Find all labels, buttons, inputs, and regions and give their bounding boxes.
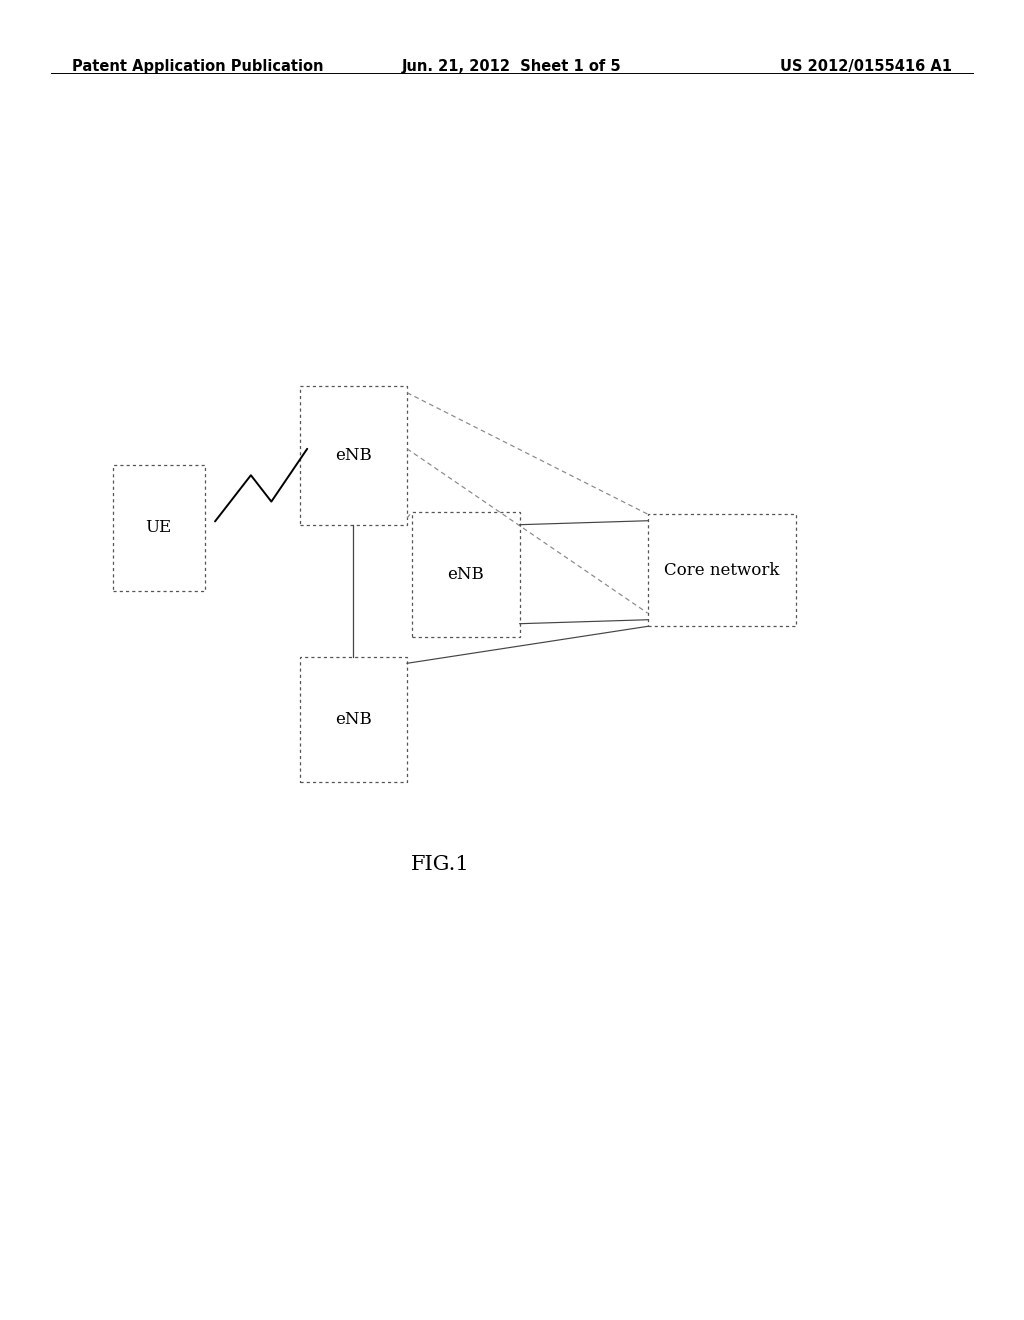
- Text: FIG.1: FIG.1: [411, 855, 470, 874]
- Text: eNB: eNB: [335, 711, 372, 727]
- Text: Patent Application Publication: Patent Application Publication: [72, 59, 324, 74]
- Text: Core network: Core network: [665, 562, 779, 578]
- Text: eNB: eNB: [335, 447, 372, 463]
- Bar: [299, 385, 407, 524]
- Bar: [113, 466, 205, 591]
- Text: Jun. 21, 2012  Sheet 1 of 5: Jun. 21, 2012 Sheet 1 of 5: [402, 59, 622, 74]
- Bar: [299, 656, 407, 781]
- Text: US 2012/0155416 A1: US 2012/0155416 A1: [780, 59, 952, 74]
- Bar: [412, 512, 520, 638]
- Bar: [647, 515, 797, 627]
- Text: UE: UE: [145, 520, 172, 536]
- Text: eNB: eNB: [447, 566, 484, 582]
